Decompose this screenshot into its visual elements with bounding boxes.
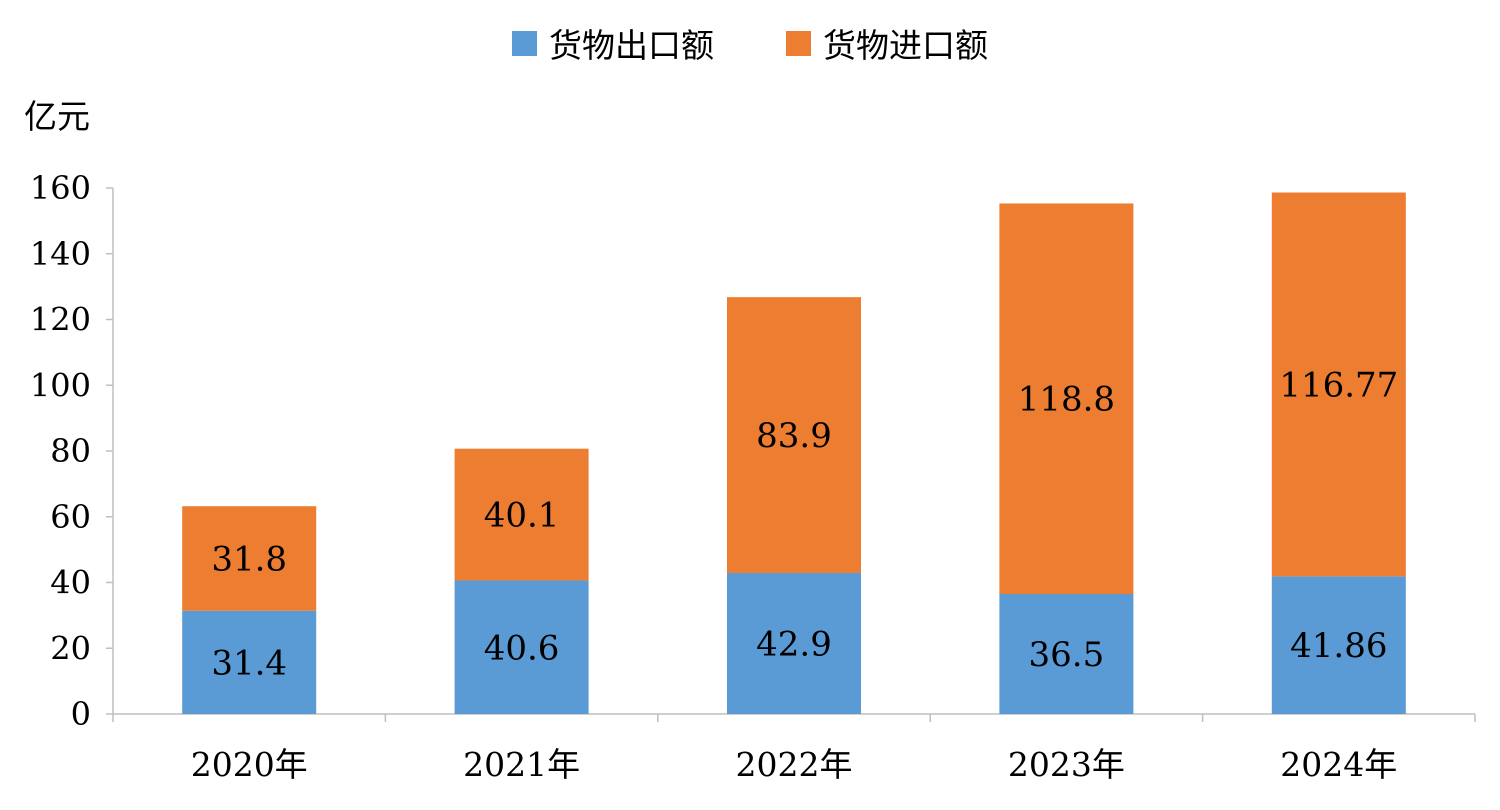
data-label-export: 31.4 — [211, 643, 287, 683]
legend-swatch-export — [512, 30, 537, 56]
bar-export — [454, 580, 589, 714]
bar-export — [1271, 576, 1406, 714]
y-axis-unit-label: 亿元 — [24, 97, 90, 136]
data-label-import: 118.8 — [1018, 380, 1115, 420]
legend-item-import: 货物进口额 — [786, 19, 988, 67]
x-tick-label: 2021年 — [463, 745, 580, 784]
y-tick-label: 0 — [71, 695, 91, 733]
legend-label-import: 货物进口额 — [823, 26, 988, 65]
legend-swatch-import — [786, 30, 811, 56]
bar-import — [454, 448, 589, 581]
data-label-export: 36.5 — [1029, 635, 1105, 675]
legend: 货物出口额 货物进口额 — [0, 18, 1500, 68]
bar-import — [1271, 192, 1406, 577]
legend-item-export: 货物出口额 — [512, 19, 714, 67]
y-tick-label: 60 — [50, 498, 91, 536]
bar-export — [727, 572, 861, 714]
legend-label-export: 货物出口额 — [549, 26, 714, 65]
y-tick-label: 100 — [30, 366, 91, 404]
data-label-export: 41.86 — [1290, 626, 1387, 666]
x-tick-label: 2020年 — [191, 745, 308, 784]
y-tick-label: 40 — [50, 564, 91, 602]
data-label-import: 83.9 — [756, 416, 832, 456]
bar-import — [182, 506, 317, 611]
bar-import — [999, 203, 1134, 595]
y-tick-label: 140 — [30, 235, 91, 273]
x-tick-label: 2024年 — [1280, 745, 1397, 784]
y-tick-label: 20 — [50, 629, 91, 667]
data-label-export: 42.9 — [756, 624, 832, 664]
x-tick-label: 2023年 — [1008, 745, 1125, 784]
y-tick-label: 120 — [30, 301, 91, 339]
bar-export — [999, 594, 1134, 714]
x-tick-label: 2022年 — [736, 745, 853, 784]
data-label-import: 116.77 — [1279, 365, 1398, 405]
bar-export — [182, 610, 317, 714]
bar-import — [727, 297, 861, 573]
y-tick-label: 160 — [30, 169, 91, 207]
data-label-export: 40.6 — [484, 628, 560, 668]
data-label-import: 40.1 — [484, 496, 560, 536]
data-label-import: 31.8 — [211, 540, 287, 580]
y-tick-label: 80 — [50, 432, 91, 470]
